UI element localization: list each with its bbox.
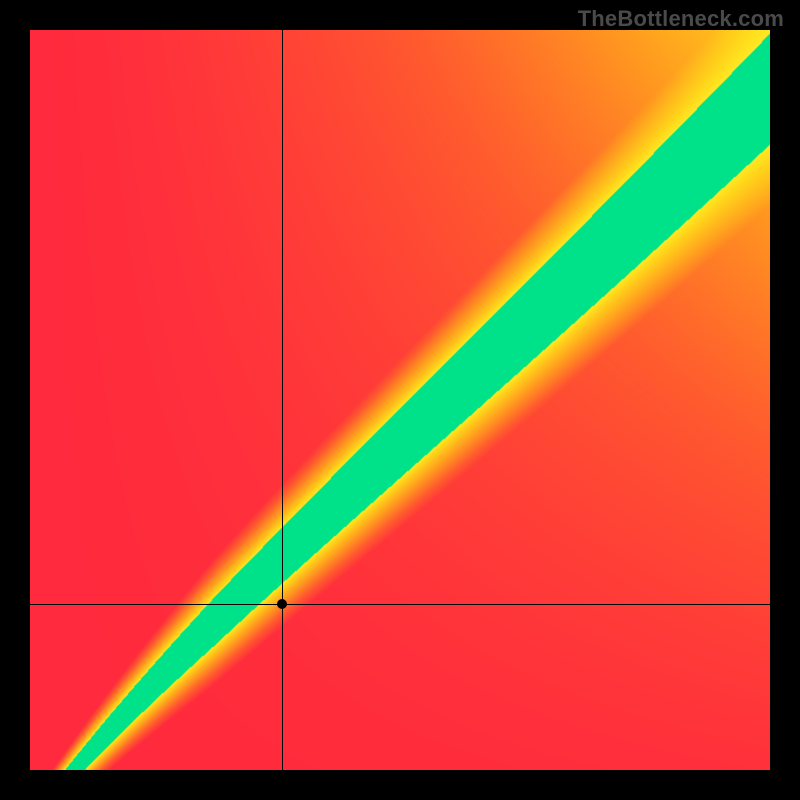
figure-container: { "watermark": "TheBottleneck.com", "bac… (0, 0, 800, 800)
crosshair-horizontal (30, 604, 770, 605)
watermark-text: TheBottleneck.com (578, 6, 784, 32)
marker-dot (277, 599, 287, 609)
heatmap-plot (30, 30, 770, 770)
crosshair-vertical (282, 30, 283, 770)
heatmap-canvas (30, 30, 770, 770)
